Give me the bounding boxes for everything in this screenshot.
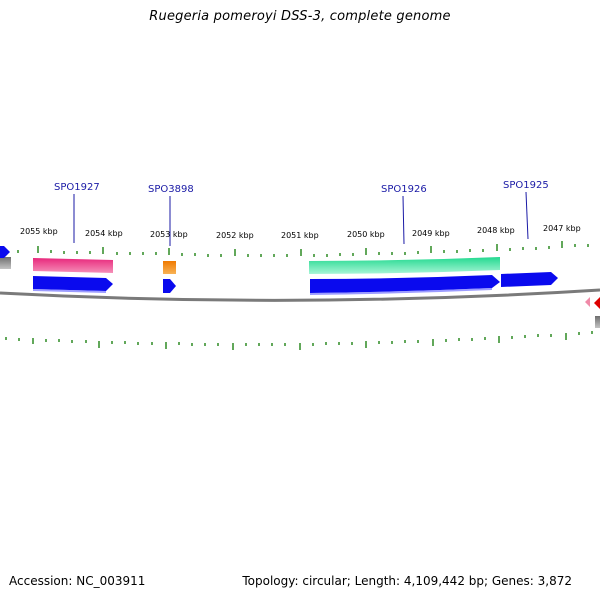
genome-backbone [0, 288, 600, 302]
gene-block-green[interactable] [309, 257, 500, 274]
tick-label: 2048 kbp [477, 226, 515, 235]
marker-pink[interactable] [585, 297, 590, 307]
outer-tick-labels: 2055 kbp 2054 kbp 2053 kbp 2052 kbp 2051… [20, 224, 581, 240]
outer-tick-marks [2, 241, 589, 257]
gene-block-orange[interactable] [163, 261, 176, 274]
inner-tick-track [5, 331, 593, 350]
tick-label: 2054 kbp [85, 229, 123, 238]
cds-arrow-3[interactable] [310, 275, 500, 293]
gene-label-spo1927[interactable]: SPO1927 [54, 182, 100, 193]
tick-label: 2049 kbp [412, 229, 450, 238]
cds-arrow-left-edge[interactable] [0, 246, 10, 258]
map-title: Ruegeria pomeroyi DSS-3, complete genome [149, 9, 451, 24]
gene-label-spo3898[interactable]: SPO3898 [148, 184, 194, 195]
gene-block-grey-right[interactable] [595, 316, 600, 328]
gene-block-magenta[interactable] [33, 258, 113, 273]
marker-red[interactable] [594, 297, 600, 309]
gene-labels: SPO1927 SPO3898 SPO1926 SPO1925 [54, 180, 549, 195]
cds-arrow-2[interactable] [163, 279, 176, 293]
accession-label: Accession: NC_003911 [9, 574, 146, 588]
tick-label: 2051 kbp [281, 231, 319, 240]
cds-arrow-1[interactable] [33, 276, 113, 291]
gene-block-grey-left[interactable] [0, 257, 11, 269]
tick-label: 2047 kbp [543, 224, 581, 233]
tick-label: 2053 kbp [150, 230, 188, 239]
genome-stats-label: Topology: circular; Length: 4,109,442 bp… [242, 574, 572, 588]
outer-tick-track: 2055 kbp 2054 kbp 2053 kbp 2052 kbp 2051… [2, 224, 589, 257]
tick-label: 2052 kbp [216, 231, 254, 240]
tick-label: 2050 kbp [347, 230, 385, 239]
tick-label: 2055 kbp [20, 227, 58, 236]
cds-arrow-4[interactable] [501, 272, 558, 287]
feature-ring-upper [0, 257, 500, 274]
gene-label-spo1926[interactable]: SPO1926 [381, 184, 427, 195]
right-edge-markers [585, 297, 600, 328]
cds-ring [0, 246, 558, 295]
gene-label-leaders [73, 191, 529, 246]
gene-label-spo1925[interactable]: SPO1925 [503, 180, 549, 191]
